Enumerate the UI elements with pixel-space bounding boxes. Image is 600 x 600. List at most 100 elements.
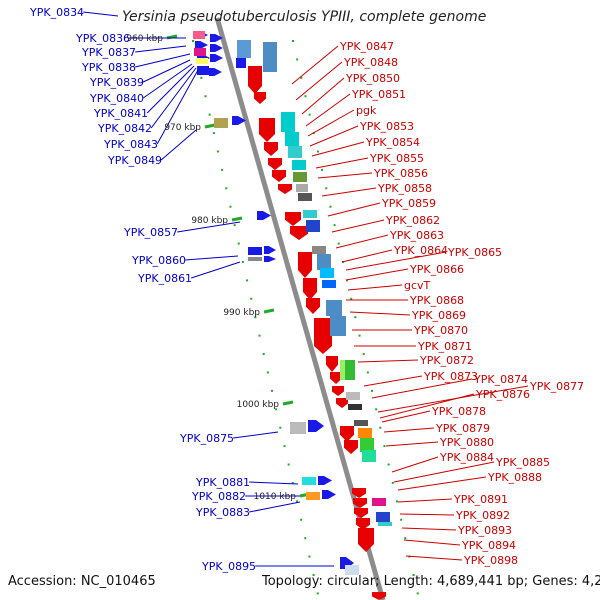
gene-label-right[interactable]: YPK_0888 — [487, 471, 542, 484]
gene-label-left[interactable]: YPK_0843 — [103, 138, 158, 151]
gene-label-right[interactable]: YPK_0856 — [373, 167, 428, 180]
gene-label-right[interactable]: YPK_0862 — [385, 214, 440, 227]
gene-label-right[interactable]: YPK_0863 — [389, 229, 444, 242]
gene-label-right[interactable]: YPK_0851 — [351, 88, 406, 101]
reverse-gene-arrow[interactable] — [330, 372, 342, 384]
gene-label-right[interactable]: YPK_0876 — [475, 388, 530, 401]
gene-label-right[interactable]: YPK_0879 — [435, 422, 490, 435]
forward-gene-arrow[interactable] — [322, 490, 336, 499]
gene-label-right[interactable]: YPK_0868 — [409, 294, 464, 307]
reverse-gene-arrow[interactable] — [358, 528, 374, 552]
gene-label-left[interactable]: YPK_0883 — [195, 506, 250, 519]
gene-label-right[interactable]: YPK_0877 — [529, 380, 584, 393]
reverse-gene-block[interactable] — [360, 438, 374, 452]
reverse-gene-arrow[interactable] — [306, 298, 320, 314]
gene-label-right[interactable]: YPK_0853 — [359, 120, 414, 133]
gene-feature[interactable] — [197, 66, 209, 75]
reverse-gene-block[interactable] — [317, 254, 331, 270]
gene-label-right[interactable]: YPK_0864 — [393, 244, 448, 257]
gene-label-right[interactable]: YPK_0865 — [447, 246, 502, 259]
reverse-gene-arrow[interactable] — [285, 212, 301, 226]
gene-label-left[interactable]: YPK_0841 — [93, 107, 148, 120]
reverse-gene-arrow[interactable] — [264, 142, 278, 156]
reverse-gene-arrow[interactable] — [278, 184, 292, 194]
gene-label-right[interactable]: pgk — [356, 104, 377, 117]
forward-gene-arrow[interactable] — [195, 41, 208, 49]
forward-gene-arrow[interactable] — [308, 420, 324, 432]
reverse-gene-block[interactable] — [372, 498, 386, 506]
reverse-gene-arrow[interactable] — [372, 592, 386, 600]
forward-gene-arrow[interactable] — [340, 557, 354, 569]
reverse-gene-block[interactable] — [362, 450, 376, 462]
gene-label-right[interactable]: YPK_0870 — [413, 324, 468, 337]
reverse-gene-arrow[interactable] — [352, 488, 366, 498]
reverse-gene-block[interactable] — [296, 184, 308, 192]
reverse-gene-block[interactable] — [326, 300, 342, 316]
gene-label-right[interactable]: YPK_0847 — [339, 40, 394, 53]
forward-gene-arrow[interactable] — [264, 246, 276, 254]
gene-label-left[interactable]: YPK_0861 — [137, 272, 192, 285]
gene-label-right[interactable]: YPK_0855 — [369, 152, 424, 165]
reverse-gene-arrow[interactable] — [290, 226, 308, 240]
forward-gene-arrow[interactable] — [210, 44, 223, 52]
gene-label-right[interactable]: YPK_0866 — [409, 263, 464, 276]
gene-label-right[interactable]: YPK_0894 — [461, 539, 516, 552]
forward-gene-arrow[interactable] — [232, 116, 246, 125]
gene-label-left[interactable]: YPK_0834 — [29, 6, 84, 19]
gene-feature[interactable] — [193, 31, 205, 39]
reverse-gene-arrow[interactable] — [272, 170, 286, 182]
reverse-gene-block[interactable] — [330, 316, 346, 336]
reverse-gene-arrow[interactable] — [298, 252, 312, 278]
gene-label-right[interactable]: YPK_0850 — [345, 72, 400, 85]
gene-label-left[interactable]: YPK_0860 — [131, 254, 186, 267]
gene-feature[interactable] — [214, 118, 228, 128]
reverse-gene-block[interactable] — [303, 210, 317, 218]
reverse-gene-block[interactable] — [288, 146, 302, 158]
gene-label-right[interactable]: YPK_0859 — [381, 197, 436, 210]
gene-label-left[interactable]: YPK_0895 — [201, 560, 256, 573]
gene-label-right[interactable]: YPK_0848 — [343, 56, 398, 69]
gene-label-right[interactable]: YPK_0872 — [419, 354, 474, 367]
reverse-gene-block[interactable] — [348, 404, 362, 410]
gene-label-left[interactable]: YPK_0857 — [123, 226, 178, 239]
gene-label-right[interactable]: YPK_0898 — [463, 554, 518, 567]
gene-label-right[interactable]: YPK_0878 — [431, 405, 486, 418]
gene-label-left[interactable]: YPK_0838 — [81, 61, 136, 74]
forward-gene-arrow[interactable] — [318, 476, 332, 485]
gene-label-right[interactable]: YPK_0880 — [439, 436, 494, 449]
gene-feature[interactable] — [290, 422, 306, 434]
gene-label-left[interactable]: YPK_0881 — [195, 476, 250, 489]
reverse-gene-block[interactable] — [281, 112, 295, 132]
gene-label-left[interactable]: YPK_0840 — [89, 92, 144, 105]
reverse-gene-block[interactable] — [376, 512, 390, 522]
gene-label-left[interactable]: YPK_0849 — [107, 154, 162, 167]
reverse-gene-arrow[interactable] — [268, 158, 282, 170]
gene-feature[interactable] — [248, 257, 262, 261]
reverse-gene-arrow[interactable] — [326, 356, 338, 372]
gene-label-right[interactable]: YPK_0892 — [455, 509, 510, 522]
gene-label-right[interactable]: gcvT — [404, 279, 431, 292]
gene-feature[interactable] — [306, 492, 320, 500]
reverse-gene-block[interactable] — [285, 132, 299, 146]
reverse-gene-arrow[interactable] — [259, 118, 275, 142]
gene-label-right[interactable]: YPK_0871 — [417, 340, 472, 353]
gene-feature[interactable] — [194, 48, 206, 56]
reverse-gene-arrow[interactable] — [354, 508, 368, 518]
gene-label-right[interactable]: YPK_0884 — [439, 451, 494, 464]
reverse-gene-block[interactable] — [322, 280, 336, 288]
reverse-gene-block[interactable] — [378, 522, 392, 526]
gene-feature[interactable] — [345, 565, 359, 575]
reverse-gene-block[interactable] — [354, 420, 368, 426]
gene-label-right[interactable]: YPK_0893 — [457, 524, 512, 537]
reverse-gene-block[interactable] — [298, 193, 312, 201]
reverse-gene-block[interactable] — [345, 360, 355, 380]
gene-label-right[interactable]: YPK_0891 — [453, 493, 508, 506]
reverse-gene-arrow[interactable] — [254, 92, 266, 104]
gene-label-left[interactable]: YPK_0842 — [97, 122, 152, 135]
reverse-gene-block[interactable] — [358, 428, 372, 438]
forward-gene-arrow[interactable] — [264, 256, 276, 262]
gene-label-left[interactable]: YPK_0839 — [89, 76, 144, 89]
reverse-gene-block[interactable] — [292, 160, 306, 170]
reverse-gene-arrow[interactable] — [303, 278, 317, 300]
forward-gene-arrow[interactable] — [210, 54, 223, 62]
